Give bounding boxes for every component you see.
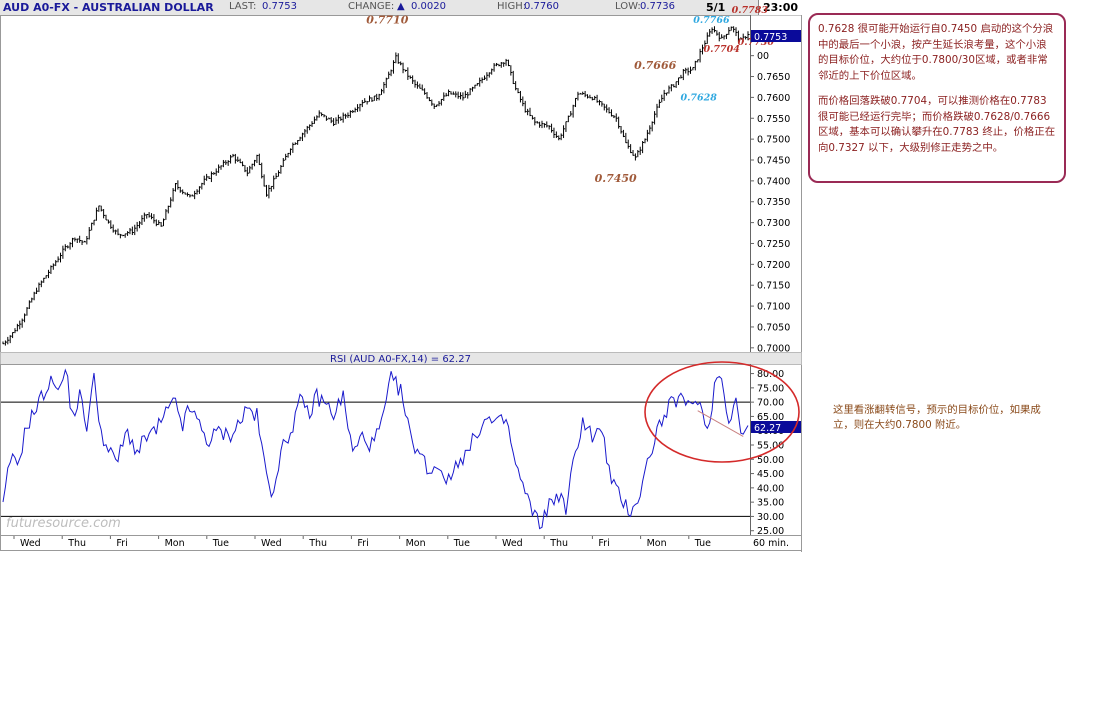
rsi-y-tick-label: 75.00 [757,383,784,394]
price-y-tick-label: 0.7100 [757,302,790,313]
price-y-tick-label: 0.7450 [757,156,790,167]
rsi-plot-frame [0,364,751,536]
rsi-y-tick-label: 45.00 [757,469,784,480]
price-annotation: 0.7704 [703,44,739,55]
rsi-last-box [751,421,801,433]
rsi-note: 这里看涨翻转信号，预示的目标价位，如果成立，则在大约0.7800 附近。 [833,403,1053,433]
analysis-note-box: 0.7628 很可能开始运行自0.7450 启动的这个分浪中的最后一个小浪，按产… [808,13,1066,183]
clock-time: 23:00 [758,0,802,15]
divergence-circle [644,361,800,463]
x-day-label: Wed [502,538,523,549]
low-label: LOW: [615,1,641,12]
price-annotation: 0.7766 [693,15,730,26]
price-annotation: 0.7730 [738,37,775,48]
date-label: 5/1 [706,1,726,14]
rsi-y-tick-label: 65.00 [757,412,784,423]
price-annotation: 0.7628 [681,93,718,104]
low-value: 0.7736 [640,1,675,12]
rsi-y-tick-label: 50.00 [757,455,784,466]
price-y-axis: 0.7000 0.7050 0.7100 0.7150 0.7200 0.7250 0.73… [750,51,790,354]
change-up-icon: ▲ [397,1,405,12]
price-plot-frame [0,15,751,353]
rsi-series [2,368,749,530]
x-day-label: Tue [453,538,470,549]
price-y-tick-label: 0.7400 [757,176,790,187]
watermark-logo: futuresource.com [6,516,121,531]
price-y-tick-label: 0.7500 [757,135,790,146]
x-day-label: Thu [308,538,327,549]
last-price-box [751,30,801,42]
rsi-y-tick-label: 30.00 [757,512,784,523]
chart-area: RSI (AUD A0-FX,14) = 62.27 60 min. 0.700… [0,5,802,552]
x-day-label: Wed [261,538,282,549]
price-y-tick-label: 0.7650 [757,72,790,83]
chart-header-bar: AUD A0-FX - AUSTRALIAN DOLLAR LAST: 0.77… [0,0,802,16]
price-y-tick-label: 0.7150 [757,281,790,292]
price-y-tick-label: 0.7300 [757,218,790,229]
rsi-line [2,368,749,530]
interval-label: 60 min. [753,538,789,549]
x-day-label: Fri [116,538,127,549]
x-day-label: Fri [598,538,609,549]
rsi-title: RSI (AUD A0-FX,14) = 62.27 [330,354,471,365]
x-day-label: Wed [20,538,41,549]
x-day-label: Fri [357,538,368,549]
x-day-label: Mon [165,538,185,549]
x-day-label: Tue [694,538,711,549]
price-y-tick-label: 0.7250 [757,239,790,250]
rsi-note-text: 这里看涨翻转信号，预示的目标价位，如果成立，则在大约0.7800 附近。 [833,404,1041,431]
rsi-y-tick-label: 70.00 [757,398,784,409]
price-y-tick-label: 00 [757,51,769,62]
price-y-tick-label: 0.7200 [757,260,790,271]
x-day-label: Mon [406,538,426,549]
price-annotation: 0.7450 [595,172,637,185]
last-value: 0.7753 [262,1,297,12]
price-y-tick-label: 0.7050 [757,322,790,333]
price-annotation: 0.7710 [366,13,408,26]
change-value: 0.0020 [411,1,446,12]
x-axis-labels: Wed Thu Fri Mon Tue Wed Thu Fri Mon Tue Wed Thu Fri M… [13,536,711,549]
x-axis-strip [0,535,802,551]
rsi-y-tick-label: 80.00 [757,369,784,380]
x-day-label: Thu [67,538,86,549]
last-label: LAST: [229,1,257,12]
rsi-y-tick-label: 40.00 [757,483,784,494]
x-day-label: Tue [212,538,229,549]
symbol-title: AUD A0-FX - AUSTRALIAN DOLLAR [3,1,214,14]
price-series [2,26,750,346]
high-value: 0.7760 [524,1,559,12]
price-annotation: 0.7783 [732,5,769,16]
change-label: CHANGE: [348,1,395,12]
rsi-divergence-line [697,410,744,437]
rsi-last-label: 62.27 [754,423,781,434]
rsi-y-tick-label: 35.00 [757,498,784,509]
price-y-tick-label: 0.7000 [757,343,790,354]
rsi-y-tick-label: 25.00 [757,526,784,537]
analysis-note-paragraph-1: 0.7628 很可能开始运行自0.7450 启动的这个分浪中的最后一个小浪，按产… [818,23,1054,82]
last-price-label: 0.7753 [754,32,787,43]
analysis-note-paragraph-2: 而价格回落跌破0.7704，可以推测价格在0.7783 很可能已经运行完毕；而价… [818,95,1056,154]
price-y-tick-label: 0.7600 [757,93,790,104]
x-day-label: Mon [647,538,667,549]
price-y-tick-label: 0.7350 [757,197,790,208]
x-day-label: Thu [549,538,568,549]
high-label: HIGH: [497,1,527,12]
price-annotation: 0.7666 [634,59,676,72]
rsi-y-tick-label: 55.00 [757,441,784,452]
price-y-tick-label: 0.7550 [757,114,790,125]
